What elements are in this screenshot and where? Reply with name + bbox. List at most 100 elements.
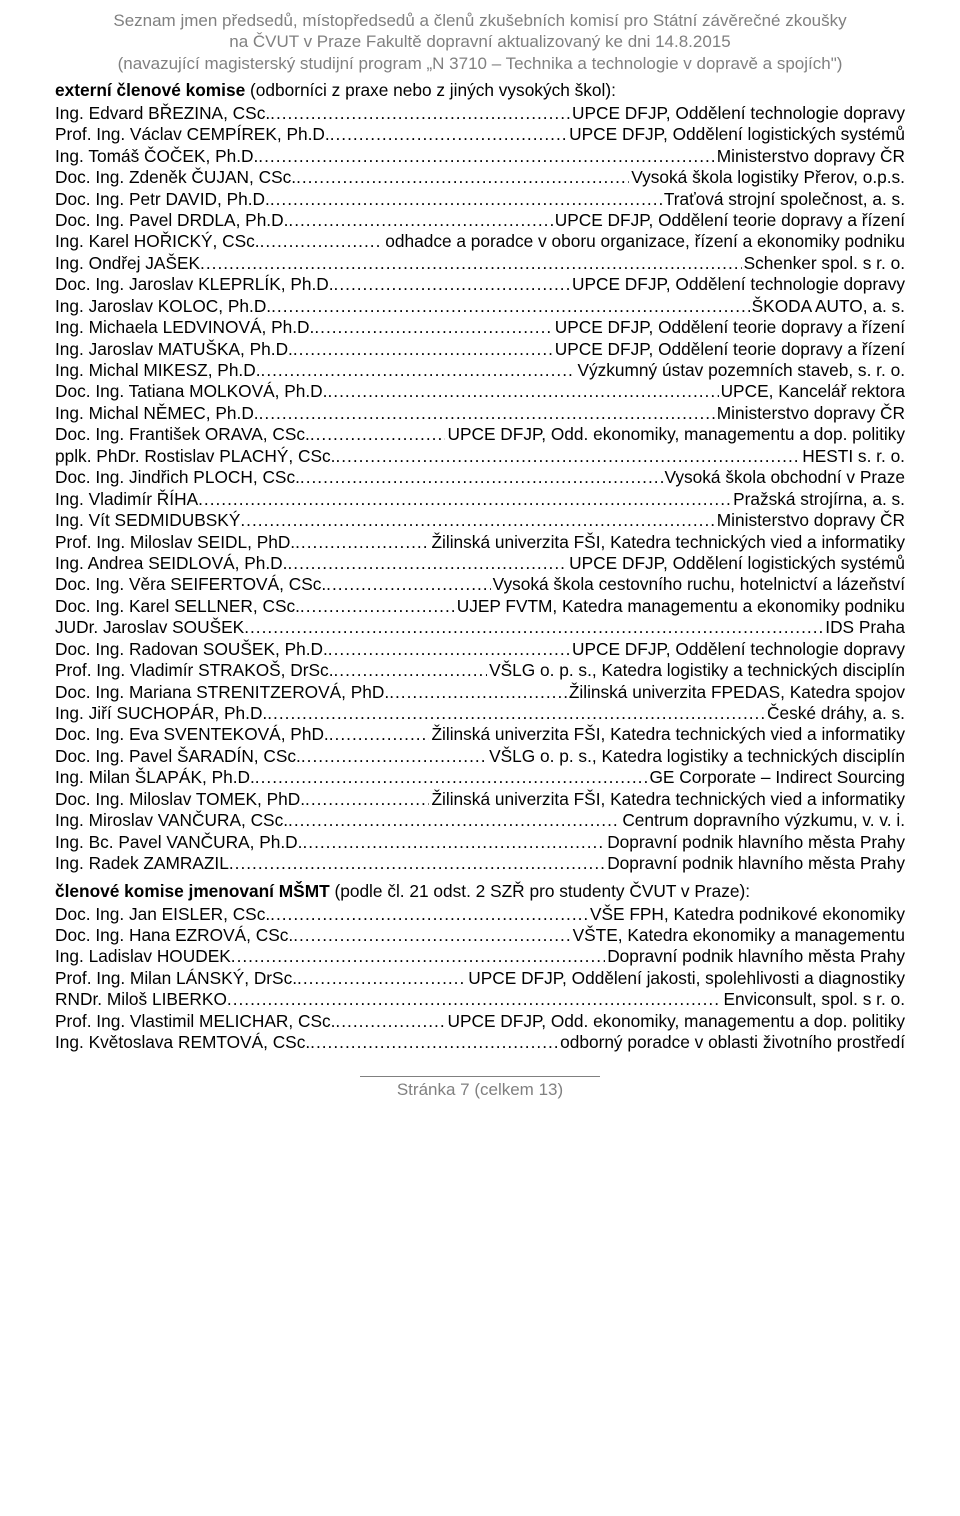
entry-row: Doc. Ing. Jindřich PLOCH, CSc.Vysoká ško… bbox=[55, 467, 905, 488]
section-title-bold: členové komise jmenovaní MŠMT bbox=[55, 881, 330, 901]
entry-row: Doc. Ing. Miloslav TOMEK, PhD.Žilinská u… bbox=[55, 789, 905, 810]
entry-name: Ing. Karel HOŘICKÝ, CSc. bbox=[55, 231, 260, 252]
entry-name: RNDr. Miloš LIBERKO bbox=[55, 989, 227, 1010]
entry-organization: HESTI s. r. o. bbox=[800, 446, 905, 467]
entry-name: Ing. Jaroslav MATUŠKA, Ph.D. bbox=[55, 339, 293, 360]
entry-organization: UPCE DFJP, Odd. ekonomiky, managementu a… bbox=[445, 1011, 905, 1032]
entry-organization: Výzkumný ústav pozemních staveb, s. r. o… bbox=[575, 360, 905, 381]
entry-organization: UPCE DFJP, Oddělení logistických systémů bbox=[567, 553, 905, 574]
entry-name: Doc. Ing. František ORAVA, CSc. bbox=[55, 424, 310, 445]
entry-name: Ing. Ladislav HOUDEK bbox=[55, 946, 231, 967]
entry-leader-dots bbox=[297, 968, 466, 989]
entry-name: Ing. Květoslava REMTOVÁ, CSc. bbox=[55, 1032, 310, 1053]
entry-row: Ing. Jiří SUCHOPÁR, Ph.D.České dráhy, a.… bbox=[55, 703, 905, 724]
entry-leader-dots bbox=[270, 103, 570, 124]
entry-leader-dots bbox=[288, 210, 552, 231]
entry-organization: Ministerstvo dopravy ČR bbox=[715, 146, 905, 167]
entry-organization: Traťová strojní společnost, a. s. bbox=[662, 189, 905, 210]
header-line-2: na ČVUT v Praze Fakultě dopravní aktuali… bbox=[55, 31, 905, 52]
entry-organization: UPCE DFJP, Oddělení teorie dopravy a říz… bbox=[553, 210, 905, 231]
entry-row: Doc. Ing. Jaroslav KLEPRLÍK, Ph.D. UPCE … bbox=[55, 274, 905, 295]
section-title-bold: externí členové komise bbox=[55, 80, 245, 100]
entry-organization: UPCE DFJP, Odd. ekonomiky, managementu a… bbox=[445, 424, 905, 445]
entry-row: Prof. Ing. Miloslav SEIDL, PhD. Žilinská … bbox=[55, 532, 905, 553]
entry-leader-dots bbox=[335, 1011, 445, 1032]
entry-leader-dots bbox=[200, 253, 742, 274]
entry-name: Ing. Milan ŠLAPÁK, Ph.D. bbox=[55, 767, 255, 788]
entry-name: Prof. Ing. Vladimír STRAKOŠ, DrSc. bbox=[55, 660, 334, 681]
entry-leader-dots bbox=[389, 682, 567, 703]
entry-leader-dots bbox=[327, 381, 718, 402]
entry-row: Ing. Tomáš ČOČEK, Ph.D. Ministerstvo dop… bbox=[55, 146, 905, 167]
entry-leader-dots bbox=[255, 767, 648, 788]
entry-organization: Centrum dopravního výzkumu, v. v. i. bbox=[620, 810, 905, 831]
section-title-rest: (podle čl. 21 odst. 2 SZŘ pro studenty Č… bbox=[330, 881, 750, 901]
entry-organization: Vysoká škola logistiky Přerov, o.p.s. bbox=[629, 167, 905, 188]
entry-name: Prof. Ing. Vlastimil MELICHAR, CSc. bbox=[55, 1011, 335, 1032]
entry-row: pplk. PhDr. Rostislav PLACHÝ, CSc. HESTI… bbox=[55, 446, 905, 467]
entry-organization: Ministerstvo dopravy ČR bbox=[715, 403, 905, 424]
entry-name: Prof. Ing. Miloslav SEIDL, PhD. bbox=[55, 532, 295, 553]
entry-leader-dots bbox=[258, 146, 714, 167]
entry-row: Ing. Edvard BŘEZINA, CSc. UPCE DFJP, Odd… bbox=[55, 103, 905, 124]
entry-name: Prof. Ing. Václav CEMPÍREK, Ph.D. bbox=[55, 124, 330, 145]
entry-organization: UJEP FVTM, Katedra managementu a ekonomi… bbox=[455, 596, 905, 617]
entries-list: Doc. Ing. Jan EISLER, CSc. VŠE FPH, Kate… bbox=[55, 904, 905, 1054]
entry-leader-dots bbox=[310, 424, 446, 445]
entry-leader-dots bbox=[335, 446, 800, 467]
entry-organization: UPCE DFJP, Oddělení technologie dopravy bbox=[570, 274, 905, 295]
entry-row: Ing. Bc. Pavel VANČURA, Ph.D. Dopravní p… bbox=[55, 832, 905, 853]
entry-organization: VŠLG o. p. s., Katedra logistiky a techn… bbox=[487, 746, 905, 767]
entry-row: Ing. Jaroslav KOLOC, Ph.D. ŠKODA AUTO, a… bbox=[55, 296, 905, 317]
entry-row: Ing. Karel HOŘICKÝ, CSc. odhadce a porad… bbox=[55, 231, 905, 252]
entry-leader-dots bbox=[334, 274, 570, 295]
entry-name: Doc. Ing. Mariana STRENITZEROVÁ, PhD. bbox=[55, 682, 389, 703]
entry-organization: UPCE DFJP, Oddělení technologie dopravy bbox=[570, 103, 905, 124]
entry-row: Doc. Ing. Hana EZROVÁ, CSc. VŠTE, Katedr… bbox=[55, 925, 905, 946]
entry-organization: VŠLG o. p. s., Katedra logistiky a techn… bbox=[487, 660, 905, 681]
section-title: členové komise jmenovaní MŠMT (podle čl.… bbox=[55, 881, 905, 902]
entry-row: Prof. Ing. Vlastimil MELICHAR, CSc. UPCE… bbox=[55, 1011, 905, 1032]
entry-name: pplk. PhDr. Rostislav PLACHÝ, CSc. bbox=[55, 446, 335, 467]
entry-row: Ing. Michaela LEDVINOVÁ, Ph.D. UPCE DFJP… bbox=[55, 317, 905, 338]
entry-leader-dots bbox=[261, 360, 576, 381]
header-line-3: (navazující magisterský studijní program… bbox=[55, 53, 905, 74]
entry-leader-dots bbox=[260, 231, 384, 252]
entry-row: Ing. Vladimír ŘÍHAPražská strojírna, a. … bbox=[55, 489, 905, 510]
entry-row: RNDr. Miloš LIBERKO Enviconsult, spol. s… bbox=[55, 989, 905, 1010]
entry-leader-dots bbox=[259, 403, 715, 424]
entry-organization: Žilinská univerzita FPEDAS, Katedra spoj… bbox=[567, 682, 905, 703]
entry-name: Ing. Michaela LEDVINOVÁ, Ph.D. bbox=[55, 317, 314, 338]
entry-row: Doc. Ing. Petr DAVID, Ph.D. Traťová stro… bbox=[55, 189, 905, 210]
entry-organization: UPCE, Kancelář rektora bbox=[719, 381, 905, 402]
entry-row: Prof. Ing. Vladimír STRAKOŠ, DrSc. VŠLG … bbox=[55, 660, 905, 681]
entry-leader-dots bbox=[288, 810, 620, 831]
entry-leader-dots bbox=[231, 946, 605, 967]
entry-leader-dots bbox=[300, 467, 663, 488]
entry-leader-dots bbox=[244, 617, 823, 638]
entry-organization: Žilinská univerzita FŠI, Katedra technic… bbox=[429, 724, 905, 745]
entry-organization: Žilinská univerzita FŠI, Katedra technic… bbox=[429, 532, 905, 553]
entry-organization: Enviconsult, spol. s r. o. bbox=[721, 989, 905, 1010]
entry-row: Doc. Ing. Jan EISLER, CSc. VŠE FPH, Kate… bbox=[55, 904, 905, 925]
entry-row: Ing. Milan ŠLAPÁK, Ph.D. GE Corporate – … bbox=[55, 767, 905, 788]
entry-name: Doc. Ing. Věra SEIFERTOVÁ, CSc. bbox=[55, 574, 326, 595]
entry-leader-dots bbox=[326, 574, 490, 595]
entry-name: Doc. Ing. Petr DAVID, Ph.D. bbox=[55, 189, 270, 210]
entry-row: Ing. Jaroslav MATUŠKA, Ph.D. UPCE DFJP, … bbox=[55, 339, 905, 360]
entry-name: Ing. Vít SEDMIDUBSKÝ bbox=[55, 510, 240, 531]
entry-leader-dots bbox=[334, 660, 488, 681]
entry-organization: UPCE DFJP, Oddělení teorie dopravy a říz… bbox=[553, 317, 905, 338]
entry-organization: ŠKODA AUTO, a. s. bbox=[750, 296, 905, 317]
entry-leader-dots bbox=[328, 639, 570, 660]
section-title: externí členové komise (odborníci z prax… bbox=[55, 80, 905, 101]
entry-row: Ing. Michal NĚMEC, Ph.D. Ministerstvo do… bbox=[55, 403, 905, 424]
entry-organization: Dopravní podnik hlavního města Prahy bbox=[605, 853, 905, 874]
entry-row: Doc. Ing. Zdeněk ČUJAN, CSc. Vysoká škol… bbox=[55, 167, 905, 188]
entry-row: Ing. Miroslav VANČURA, CSc.Centrum dopra… bbox=[55, 810, 905, 831]
entry-name: Ing. Jiří SUCHOPÁR, Ph.D. bbox=[55, 703, 267, 724]
entry-name: Ing. Jaroslav KOLOC, Ph.D. bbox=[55, 296, 271, 317]
entry-name: Doc. Ing. Miloslav TOMEK, PhD. bbox=[55, 789, 305, 810]
footer-text: Stránka 7 (celkem 13) bbox=[397, 1080, 563, 1099]
entry-row: Doc. Ing. Mariana STRENITZEROVÁ, PhD. Ži… bbox=[55, 682, 905, 703]
